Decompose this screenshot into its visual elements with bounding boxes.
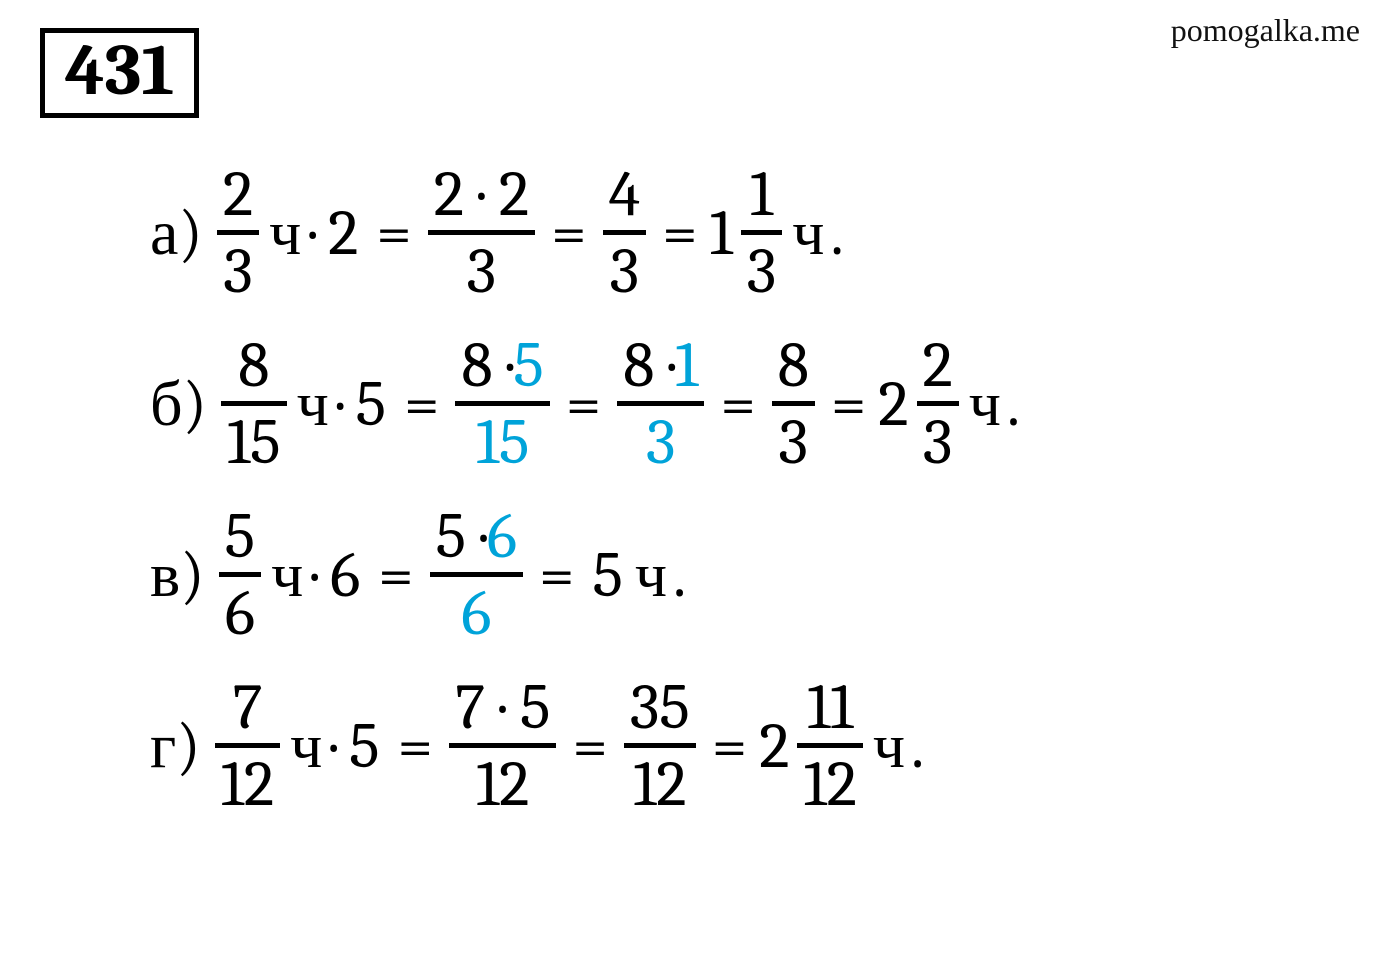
fraction: 2 3 — [217, 160, 259, 305]
numerator: 2 — [917, 331, 959, 399]
equals-sign: = — [819, 372, 878, 436]
denominator: 3 — [917, 408, 959, 476]
numerator: 35 — [624, 673, 696, 741]
fraction: 8 15 — [221, 331, 287, 476]
mixed-number: 1 1 3 — [710, 160, 787, 305]
denominator: 3 — [741, 237, 783, 305]
fraction: 8 3 — [772, 331, 815, 476]
denominator: 3 — [461, 237, 503, 305]
equals-sign: = — [650, 201, 709, 265]
fraction: 7 12 — [215, 673, 280, 818]
numerator: 2 — [217, 160, 259, 228]
unit: ч — [867, 714, 907, 778]
fraction: 2 3 — [917, 331, 959, 476]
row-label: б) — [150, 372, 207, 436]
fraction: 7 · 5 12 — [449, 673, 556, 818]
numerator: 5 — [219, 502, 261, 570]
equals-sign: = — [364, 201, 423, 265]
unit: ч — [265, 543, 305, 607]
row-label: в) — [150, 543, 205, 607]
denominator: 3 — [640, 408, 682, 476]
equation-row-a: а) 2 3 ч · 2 = 2 · 2 3 = 4 3 = 1 1 3 — [150, 160, 1020, 305]
multiply-dot: · — [303, 201, 322, 265]
unit: ч — [284, 714, 324, 778]
numerator: 1 — [741, 160, 781, 228]
unit: ч — [291, 372, 331, 436]
equals-sign: = — [708, 372, 767, 436]
equals-sign: = — [554, 372, 613, 436]
denominator: 15 — [470, 408, 536, 476]
numerator: 2 · 2 — [428, 160, 535, 228]
unit: ч — [786, 201, 826, 265]
denominator: 3 — [773, 408, 815, 476]
multiplier: 5 — [350, 372, 392, 436]
denominator: 12 — [470, 750, 535, 818]
numerator: 7 — [226, 673, 268, 741]
numerator: 8 · 5 — [455, 331, 549, 399]
equals-sign: = — [385, 714, 444, 778]
equations-container: а) 2 3 ч · 2 = 2 · 2 3 = 4 3 = 1 1 3 — [150, 160, 1020, 818]
period: . — [826, 201, 843, 265]
fraction: 35 12 — [624, 673, 696, 818]
equals-sign: = — [539, 201, 598, 265]
multiplier: 2 — [322, 201, 364, 265]
equals-sign: = — [560, 714, 619, 778]
fraction: 2 · 2 3 — [428, 160, 535, 305]
denominator: 12 — [627, 750, 692, 818]
numerator: 8 — [232, 331, 275, 399]
numerator: 5 · 6 — [430, 502, 523, 570]
multiply-dot: · — [305, 543, 324, 607]
multiplier: 6 — [324, 543, 366, 607]
denominator: 3 — [217, 237, 259, 305]
whole-part: 1 — [710, 201, 737, 265]
fraction: 4 3 — [603, 160, 647, 305]
numerator: 8 — [772, 331, 815, 399]
numerator: 8 · 1 — [617, 331, 704, 399]
mixed-number: 2 11 12 — [759, 673, 867, 818]
unit: ч — [629, 543, 669, 607]
denominator: 6 — [455, 579, 497, 647]
period: . — [669, 543, 686, 607]
numerator: 4 — [603, 160, 647, 228]
period: . — [1003, 372, 1020, 436]
row-label: а) — [150, 201, 203, 265]
fraction: 11 12 — [797, 673, 862, 818]
fraction: 8 · 5 15 — [455, 331, 549, 476]
numerator: 7 · 5 — [449, 673, 556, 741]
denominator: 6 — [219, 579, 261, 647]
row-label: г) — [150, 714, 201, 778]
fraction: 5 · 6 6 — [430, 502, 523, 647]
period: . — [907, 714, 924, 778]
unit: ч — [263, 201, 303, 265]
unit: ч — [963, 372, 1003, 436]
whole-part: 2 — [878, 372, 912, 436]
denominator: 15 — [221, 408, 287, 476]
equation-row-g: г) 7 12 ч · 5 = 7 · 5 12 = 35 12 = 2 11 … — [150, 673, 1020, 818]
denominator: 12 — [797, 750, 862, 818]
multiply-dot: · — [324, 714, 343, 778]
whole-part: 2 — [759, 714, 793, 778]
equation-row-b: б) 8 15 ч · 5 = 8 · 5 15 = 8 · 1 3 = 8 3… — [150, 331, 1020, 476]
fraction: 1 3 — [741, 160, 783, 305]
site-watermark: pomogalka.me — [1171, 12, 1360, 49]
result-plain: 5 — [586, 543, 628, 607]
equation-row-v: в) 5 6 ч · 6 = 5 · 6 6 = 5 ч. — [150, 502, 1020, 647]
multiply-dot: · — [331, 372, 350, 436]
denominator: 12 — [215, 750, 280, 818]
equals-sign: = — [366, 543, 425, 607]
fraction: 5 6 — [219, 502, 261, 647]
denominator: 3 — [604, 237, 646, 305]
fraction: 8 · 1 3 — [617, 331, 704, 476]
equals-sign: = — [527, 543, 586, 607]
problem-number-box: 431 — [40, 28, 199, 118]
equals-sign: = — [700, 714, 759, 778]
multiplier: 5 — [343, 714, 385, 778]
mixed-number: 2 2 3 — [878, 331, 962, 476]
numerator: 11 — [801, 673, 859, 741]
equals-sign: = — [392, 372, 451, 436]
